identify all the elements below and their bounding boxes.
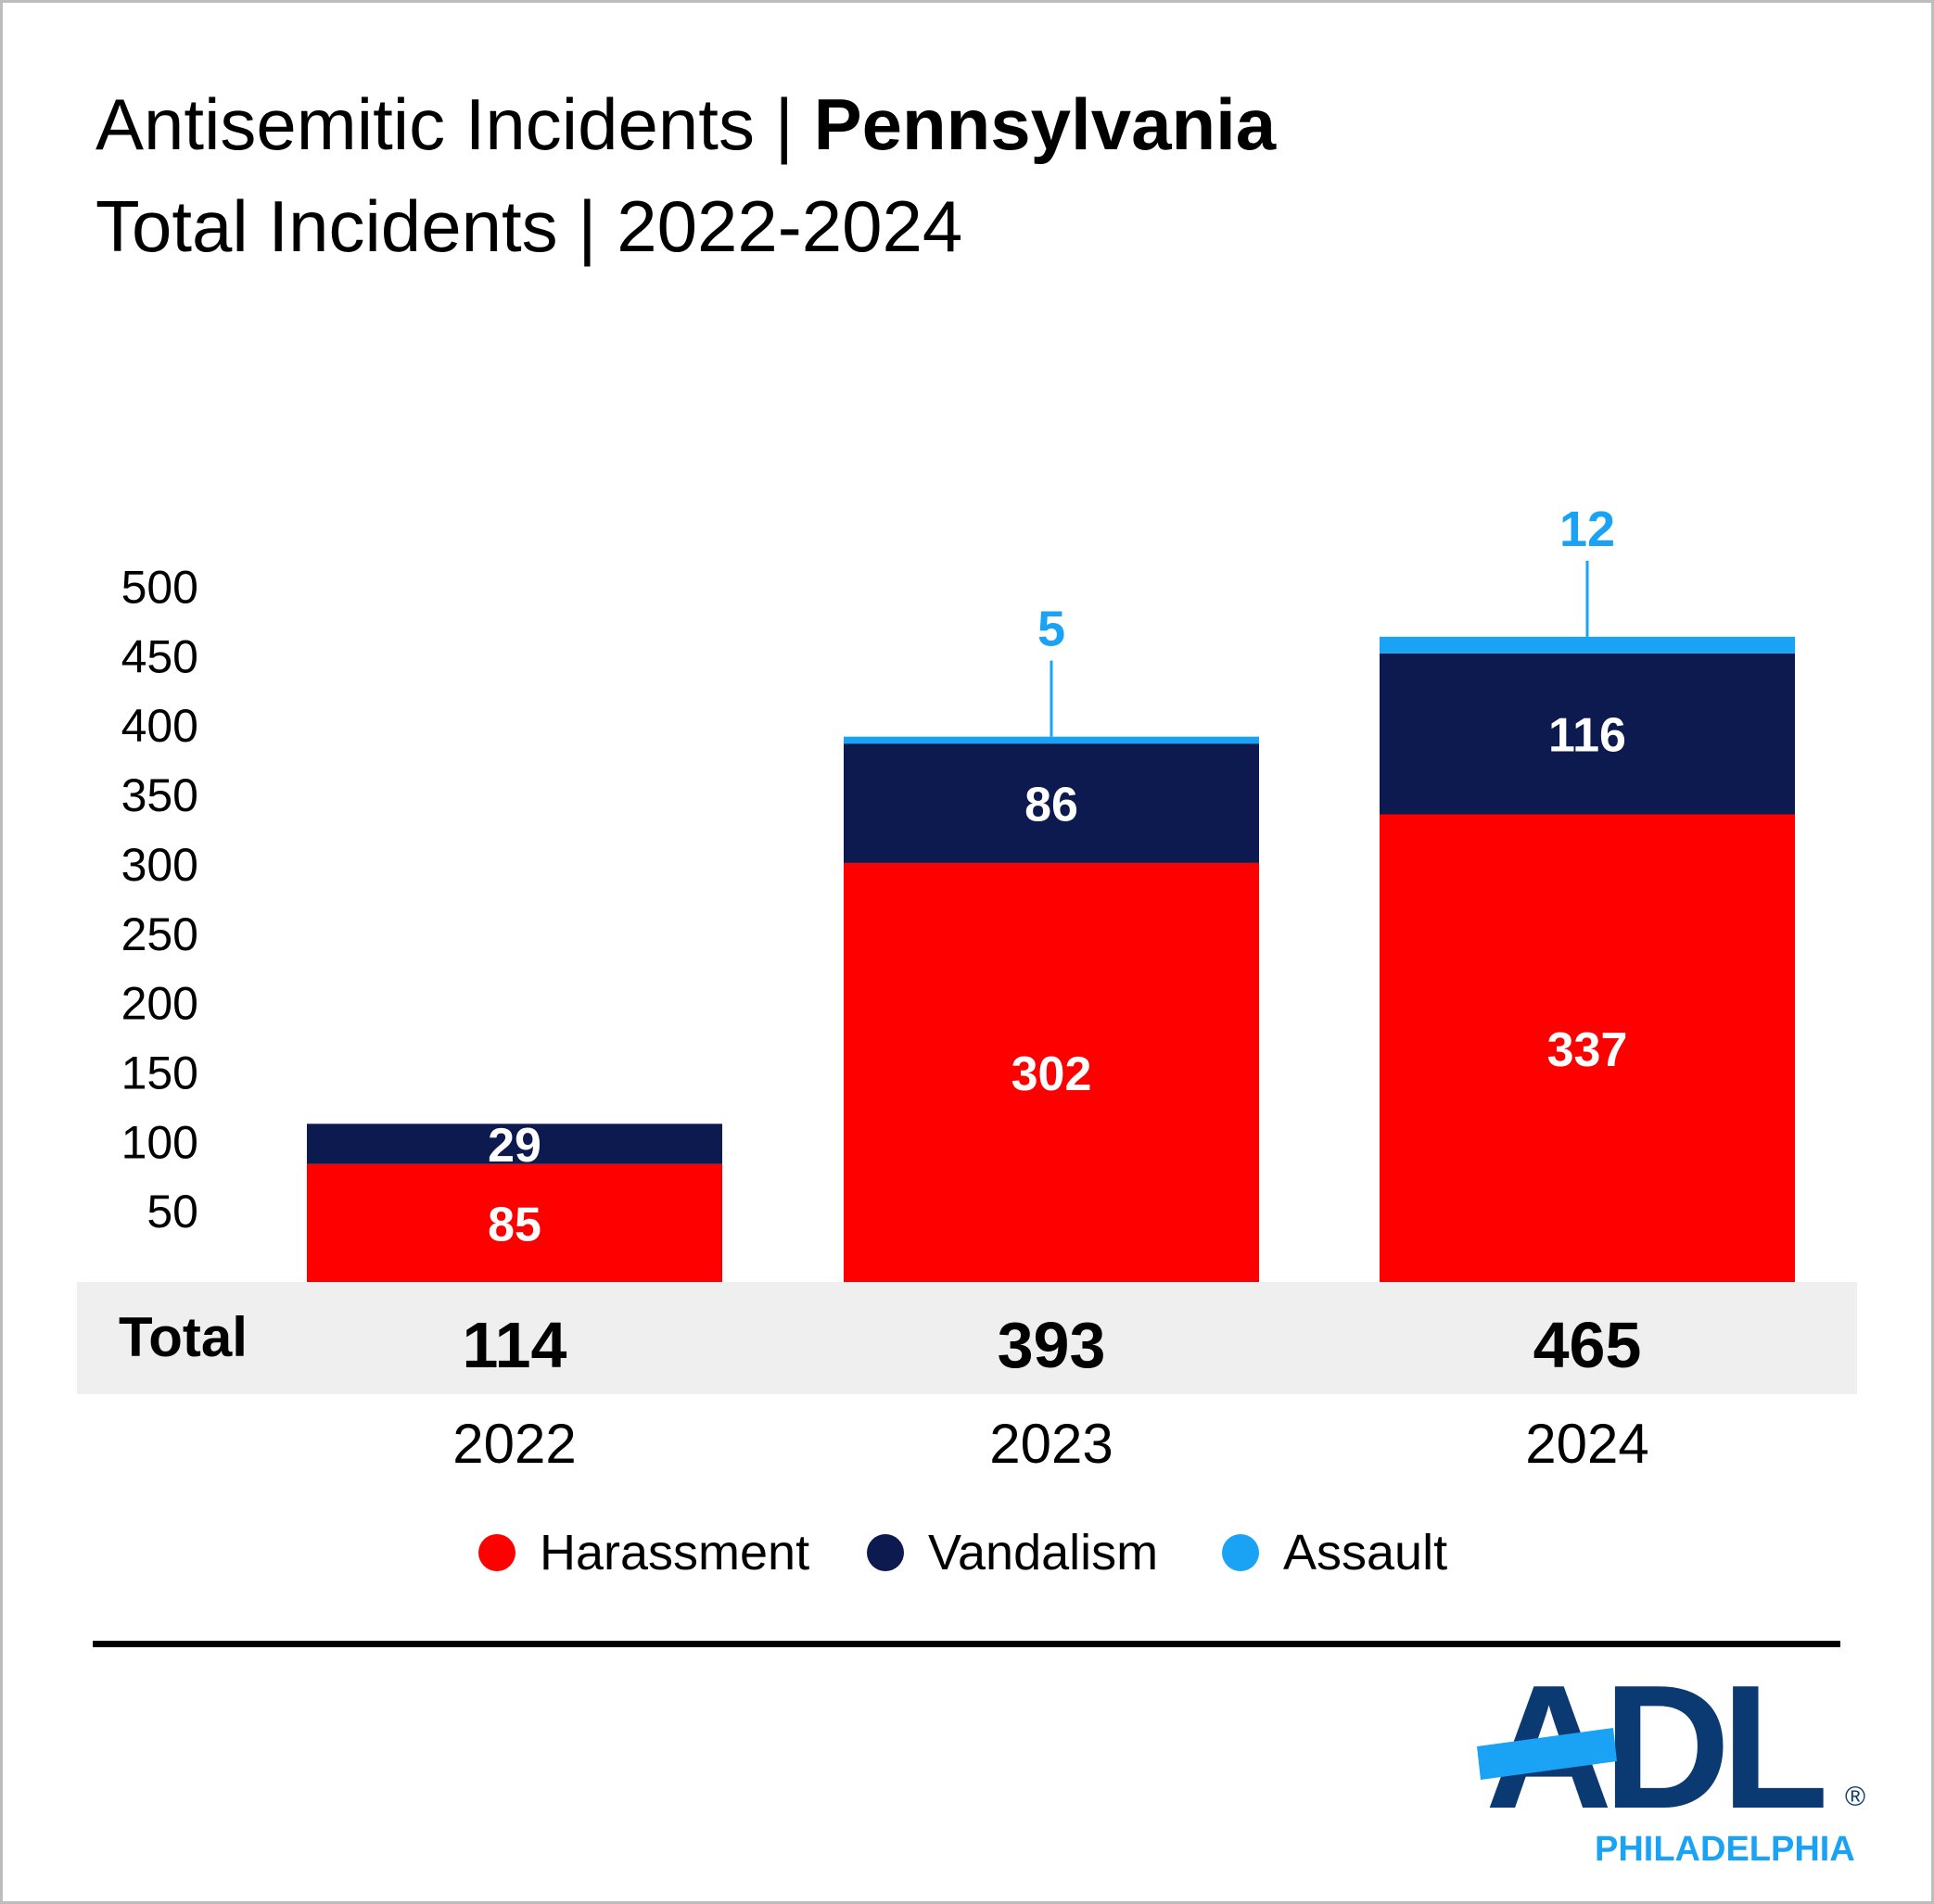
y-tick-label: 150 xyxy=(121,1047,198,1098)
total-value: 465 xyxy=(1533,1309,1642,1381)
legend-swatch xyxy=(478,1534,515,1571)
divider-line xyxy=(93,1641,1840,1647)
totals-label: Total xyxy=(119,1306,248,1368)
data-label-harassment: 302 xyxy=(1012,1047,1092,1101)
y-tick-label: 500 xyxy=(121,562,198,614)
chart-title: Antisemitic Incidents | Pennsylvania xyxy=(95,82,1276,167)
bar-segment-assault xyxy=(1380,636,1795,654)
legend-item-harassment: Harassment xyxy=(478,1520,809,1585)
total-value: 393 xyxy=(998,1309,1106,1381)
y-tick-label: 400 xyxy=(121,700,198,752)
legend-label: Harassment xyxy=(540,1525,810,1580)
data-label-vandalism: 29 xyxy=(488,1119,541,1173)
data-label-harassment: 337 xyxy=(1547,1023,1628,1077)
x-tick-label: 2023 xyxy=(989,1413,1113,1475)
adl-philadelphia-logo: ADL ® PHILADELPHIA xyxy=(1477,1659,1865,1869)
y-tick-label: 300 xyxy=(121,839,198,891)
total-value: 114 xyxy=(463,1309,567,1381)
legend-label: Assault xyxy=(1283,1525,1448,1580)
x-tick-label: 2022 xyxy=(452,1413,576,1475)
legend: Harassment Vandalism Assault xyxy=(0,1520,1934,1585)
totals-band xyxy=(77,1282,1857,1394)
y-tick-label: 350 xyxy=(121,769,198,821)
registered-mark: ® xyxy=(1845,1782,1865,1812)
bar-segment-harassment xyxy=(844,862,1259,1282)
logo-accent-slash xyxy=(1477,1728,1617,1780)
legend-item-assault: Assault xyxy=(1222,1520,1447,1585)
data-label-harassment: 85 xyxy=(488,1198,541,1251)
data-label-vandalism: 86 xyxy=(1024,779,1078,832)
y-tick-label: 100 xyxy=(121,1116,198,1168)
chart-title-state: Pennsylvania xyxy=(813,83,1277,165)
data-label-vandalism: 116 xyxy=(1548,709,1626,763)
x-tick-label: 2024 xyxy=(1525,1413,1648,1475)
bar-segment-harassment xyxy=(1380,814,1795,1282)
x-axis-ticks: 2022 2023 2024 xyxy=(452,1413,1648,1475)
data-label-assault: 12 xyxy=(1559,501,1615,557)
y-tick-label: 250 xyxy=(121,908,198,960)
bar-segment-assault xyxy=(844,736,1259,744)
legend-item-vandalism: Vandalism xyxy=(867,1520,1158,1585)
y-axis-ticks: 50 100 150 200 250 300 350 400 450 500 xyxy=(121,562,198,1238)
logo-city: PHILADELPHIA xyxy=(1595,1830,1855,1869)
legend-swatch xyxy=(867,1534,904,1571)
y-tick-label: 50 xyxy=(146,1186,198,1238)
legend-swatch xyxy=(1222,1534,1259,1571)
data-label-assault: 5 xyxy=(1037,602,1065,657)
bars: 85 29 302 86 5 337 116 12 xyxy=(307,501,1795,1282)
stacked-bar-chart: 50 100 150 200 250 300 350 400 450 500 85 29 302 86 5… xyxy=(77,501,1857,1475)
y-tick-label: 450 xyxy=(121,630,198,682)
bar-segment-vandalism xyxy=(1380,653,1795,815)
y-tick-label: 200 xyxy=(121,978,198,1030)
legend-label: Vandalism xyxy=(928,1525,1159,1580)
bar-segment-vandalism xyxy=(844,743,1259,863)
totals-row: Total 114 393 465 xyxy=(119,1306,1641,1381)
bar-segment-vandalism xyxy=(307,1123,722,1164)
chart-title-prefix: Antisemitic Incidents | xyxy=(95,83,814,165)
chart-subtitle: Total Incidents | 2022-2024 xyxy=(95,185,963,267)
bar-segment-harassment xyxy=(307,1163,722,1282)
